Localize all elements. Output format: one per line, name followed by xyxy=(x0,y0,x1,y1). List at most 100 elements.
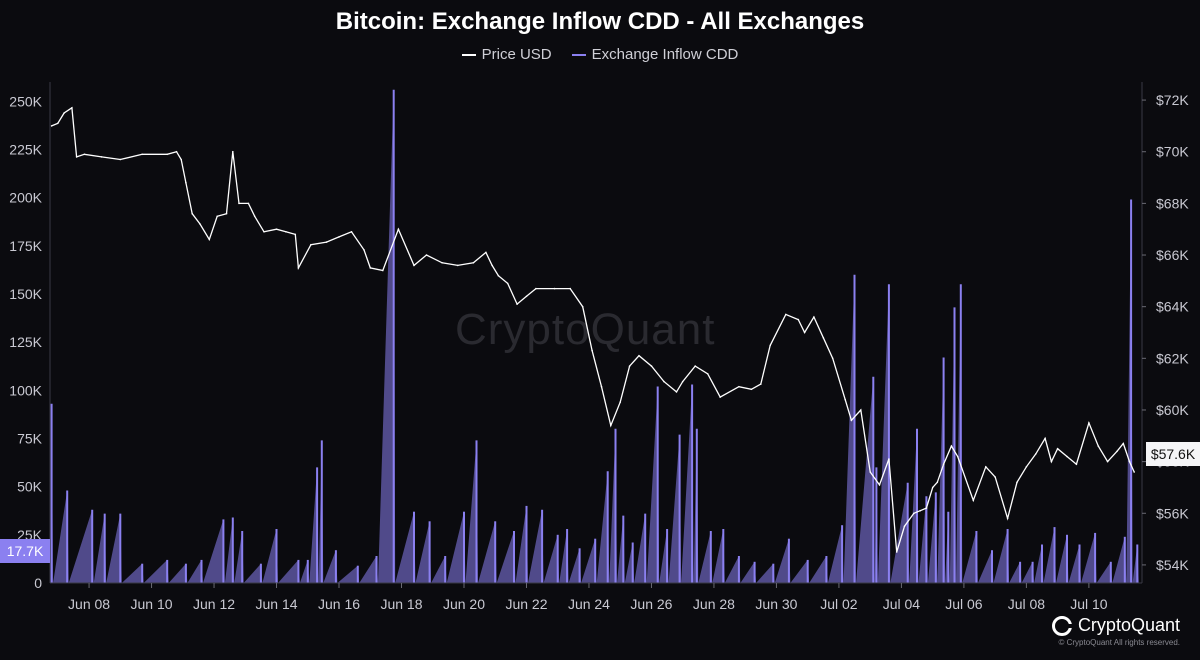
price-point xyxy=(822,336,825,339)
right-tick-label: $70K xyxy=(1156,144,1189,160)
price-point xyxy=(275,228,278,230)
price-point xyxy=(216,215,218,218)
price-point xyxy=(750,388,753,391)
price-point xyxy=(942,463,945,466)
price-point xyxy=(895,551,898,553)
cdd-series-layer xyxy=(50,89,1139,583)
price-point xyxy=(663,380,665,383)
x-tick-label: Jul 08 xyxy=(1008,596,1046,612)
right-tick-label: $68K xyxy=(1156,195,1189,211)
price-point xyxy=(706,373,709,375)
price-point xyxy=(485,251,487,254)
x-tick-label: Jun 12 xyxy=(193,596,235,612)
price-point xyxy=(919,509,921,512)
right-tick-label: $60K xyxy=(1156,402,1189,418)
rights-notice: © CryptoQuant All rights reserved. xyxy=(1058,638,1181,647)
price-point xyxy=(294,233,297,236)
left-tick-label: 175K xyxy=(9,238,42,254)
left-tick-label: 0 xyxy=(34,575,42,591)
price-point xyxy=(382,269,384,272)
price-point xyxy=(738,385,740,388)
price-point xyxy=(50,125,53,127)
price-point xyxy=(1097,445,1100,447)
price-point xyxy=(860,409,862,411)
price-point xyxy=(456,264,459,267)
price-point xyxy=(350,231,353,233)
price-point xyxy=(75,156,78,158)
x-tick-label: Jul 06 xyxy=(945,596,983,612)
price-point xyxy=(1075,463,1078,466)
price-point xyxy=(1088,422,1090,424)
price-point xyxy=(310,243,312,246)
price-point xyxy=(247,202,250,205)
price-point xyxy=(1025,466,1028,468)
x-tick-label: Jun 10 xyxy=(131,596,173,612)
axis-layer: 0 25K 50K 75K 100K 125K 150K 175K 200K 225K 250K $5… xyxy=(9,82,1189,612)
price-point xyxy=(208,238,211,241)
price-point xyxy=(491,264,493,267)
price-point xyxy=(760,383,762,385)
price-point xyxy=(1035,453,1037,455)
x-tick-label: Jun 28 xyxy=(693,596,735,612)
right-tick-label: $54K xyxy=(1156,557,1189,573)
price-line xyxy=(51,106,1135,553)
right-tick-label: $62K xyxy=(1156,350,1189,366)
legend-item-price[interactable]: Price USD xyxy=(461,46,552,63)
price-point xyxy=(141,153,143,156)
price-point xyxy=(878,484,881,486)
price-point xyxy=(994,476,996,478)
x-tick-label: Jun 26 xyxy=(630,596,672,612)
price-point xyxy=(535,287,537,290)
price-series-layer xyxy=(50,106,1135,553)
price-point xyxy=(166,153,168,156)
price-point xyxy=(803,331,806,334)
price-point xyxy=(694,365,696,367)
legend-swatch-cdd xyxy=(571,53,586,56)
price-point xyxy=(297,267,300,269)
left-tick-label: 150K xyxy=(9,286,42,302)
price-point xyxy=(903,525,906,527)
price-point xyxy=(913,512,915,515)
price-point xyxy=(232,150,234,153)
price-point xyxy=(1044,437,1046,440)
price-point xyxy=(1050,460,1053,463)
x-tick-label: Jun 08 xyxy=(68,596,110,612)
price-point xyxy=(831,357,834,360)
price-point xyxy=(610,424,612,427)
price-point xyxy=(57,122,59,125)
price-point xyxy=(956,455,959,458)
price-point xyxy=(850,419,853,422)
price-point xyxy=(1106,460,1109,463)
left-tick-label: 100K xyxy=(9,382,42,398)
price-point xyxy=(619,401,621,404)
price-point xyxy=(180,158,182,161)
price-point xyxy=(1122,442,1125,445)
cryptoquant-logo-icon xyxy=(1051,615,1072,636)
price-point xyxy=(769,344,771,347)
price-point xyxy=(785,313,787,316)
x-tick-label: Jul 04 xyxy=(883,596,921,612)
price-point xyxy=(681,380,684,383)
legend-swatch-price xyxy=(461,53,476,56)
price-point xyxy=(516,303,518,305)
left-tick-label: 200K xyxy=(9,190,42,206)
price-point xyxy=(225,212,228,215)
brand-name: CryptoQuant xyxy=(1077,615,1180,635)
price-point xyxy=(844,398,846,401)
x-tick-label: Jun 14 xyxy=(256,596,298,612)
price-point xyxy=(569,287,571,290)
price-point xyxy=(338,236,340,238)
left-tick-label: 50K xyxy=(17,479,43,495)
right-tick-label: $56K xyxy=(1156,505,1189,521)
left-tick-label: 125K xyxy=(9,334,42,350)
price-point xyxy=(119,158,122,161)
legend-label-price: Price USD xyxy=(481,46,552,63)
left-tick-label: 25K xyxy=(17,527,43,543)
price-point xyxy=(650,365,653,367)
price-point xyxy=(985,466,987,468)
price-point xyxy=(1116,450,1118,453)
legend-item-cdd[interactable]: Exchange Inflow CDD xyxy=(571,46,738,63)
price-point xyxy=(71,107,73,109)
price-point xyxy=(185,181,187,184)
